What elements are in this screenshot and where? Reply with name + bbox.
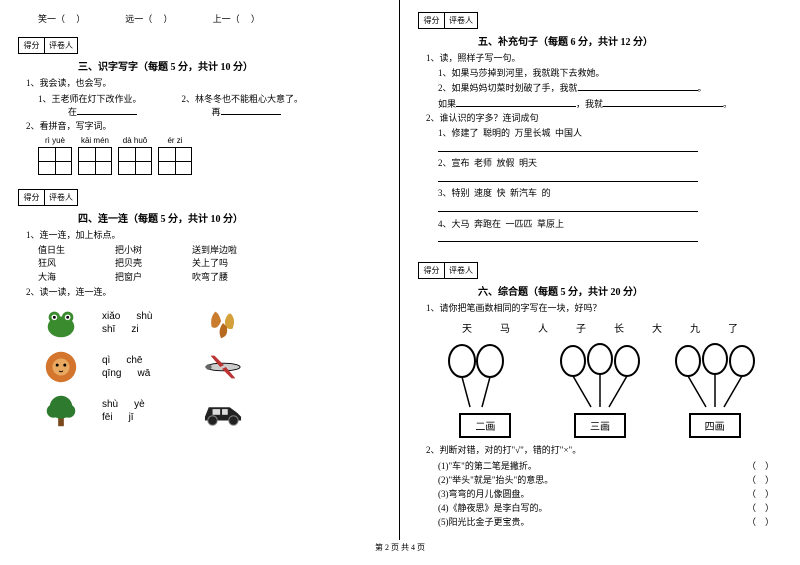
grader-label: 评卷人 [45,38,77,53]
fill-a: 笑一（ [38,14,65,24]
car-icon [200,391,246,431]
score-box-3: 得分 评卷人 [18,37,78,54]
balloon-icon [670,341,760,411]
score-box-4: 得分 评卷人 [18,189,78,206]
score-label: 得分 [19,38,45,53]
s3-q1: 1、我会读，也会写。 [26,77,381,90]
balloon-group-3: 三画 [555,341,645,438]
char-grid [118,147,152,175]
pinyin-row: rì yuè kāi mén dà huǒ ér zi [38,136,381,145]
match-row-2: qìchē qīngwā [38,347,381,387]
section-4-title: 四、连一连（每题 5 分，共计 10 分） [78,210,381,225]
char-grid [158,147,192,175]
left-column: 笑一（ ） 远一（ ） 上一（ ） 得分 评卷人 三、识字写字（每题 5 分，共… [0,0,400,540]
balloon-group-2: 二画 [440,341,530,438]
balloon-icon [555,341,645,411]
char-row: 天 马 人 子 长 大 九 了 [448,320,752,335]
fill-c: 远一（ [125,14,152,24]
section-3-title: 三、识字写字（每题 5 分，共计 10 分） [78,58,381,73]
s5-q1a: 1、如果马莎掉到河里，我就跳下去救她。 [438,67,782,80]
balloon-row: 二画 三画 [428,341,772,438]
s6-q2: 2、判断对错，对的打"√"，错的打"×"。 [426,444,782,457]
s5-q2: 2、谁认识的字多？连词成句 [426,112,782,125]
match-rows: 值日生 狂风 大海 把小树 把贝壳 把窗户 送到岸边啦 关上了吗 吹弯了腰 [38,244,381,285]
match-row-1: xiǎoshù shīzi [38,303,381,343]
score-box-5: 得分 评卷人 [418,12,478,29]
score-box-6: 得分 评卷人 [418,262,478,279]
section-6-title: 六、综合题（每题 5 分，共计 20 分） [478,283,782,298]
s6-q1: 1、请你把笔画数相同的字写在一块，好吗？ [426,302,782,315]
s3-q1b: 2、林冬冬也不能粗心大意了。 [182,92,304,105]
s3-q2: 2、看拼音，写字词。 [26,120,381,133]
char-grid-row [38,147,381,175]
match-row-3: shùyè fēijī [38,391,381,431]
s5-q1: 1、读，照样子写一句。 [426,52,782,65]
s4-q2: 2、读一读，连一连。 [26,286,381,299]
s3-q1a: 1、王老师在灯下改作业。 [38,92,142,105]
lion-icon [38,347,84,387]
section-5-title: 五、补充句子（每题 6 分，共计 12 分） [478,33,782,48]
frog-icon [38,303,84,343]
balloon-group-4: 四画 [670,341,760,438]
s4-q1: 1、连一连，加上标点。 [26,229,381,242]
plane-icon [200,347,246,387]
tree-icon [38,391,84,431]
char-grid [38,147,72,175]
top-fill-row: 笑一（ ） 远一（ ） 上一（ ） [38,12,381,25]
leaves-icon [200,303,246,343]
balloon-icon [440,341,530,411]
char-grid [78,147,112,175]
right-column: 得分 评卷人 五、补充句子（每题 6 分，共计 12 分） 1、读，照样子写一句… [400,0,800,540]
page-footer: 第 2 页 共 4 页 [0,540,800,553]
fill-e: 上一（ [213,14,240,24]
